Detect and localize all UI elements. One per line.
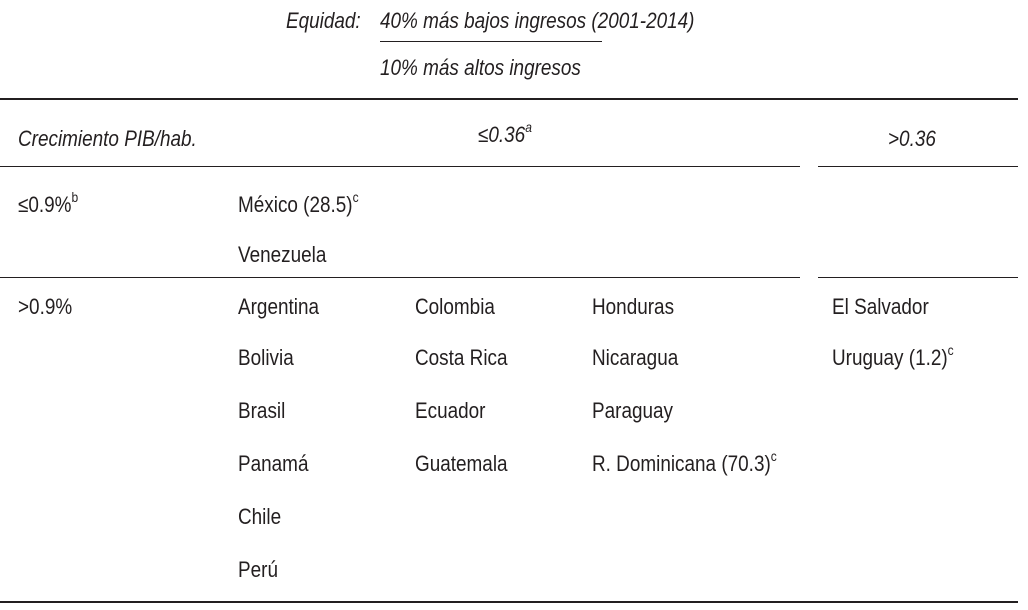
country-costa-rica: Costa Rica xyxy=(415,345,508,370)
country-colombia: Colombia xyxy=(415,294,495,319)
table-bottom-rule xyxy=(0,601,1018,603)
country-mexico: México (28.5)c xyxy=(238,188,359,217)
country-peru: Perú xyxy=(238,557,278,582)
country-bolivia: Bolivia xyxy=(238,345,294,370)
country-panama: Panamá xyxy=(238,451,309,476)
row-label-high-growth: >0.9% xyxy=(18,294,73,319)
equity-label: Equidad: xyxy=(286,8,361,33)
fraction-bar xyxy=(380,41,602,42)
country-argentina: Argentina xyxy=(238,294,320,319)
country-ecuador: Ecuador xyxy=(415,398,486,423)
country-el-salvador: El Salvador xyxy=(832,294,929,319)
country-honduras: Honduras xyxy=(592,294,675,319)
col-header-low-equity: ≤0.36a xyxy=(478,118,532,147)
country-venezuela: Venezuela xyxy=(238,242,327,267)
country-brasil: Brasil xyxy=(238,398,286,423)
country-r-dominicana: R. Dominicana (70.3)c xyxy=(592,447,777,476)
equity-denominator: 10% más altos ingresos xyxy=(380,55,581,80)
header-rule-right xyxy=(818,166,1018,167)
row-rule-right xyxy=(818,277,1018,278)
header-rule-left xyxy=(0,166,800,167)
table-top-rule xyxy=(0,98,1018,100)
country-chile: Chile xyxy=(238,504,282,529)
row-header-growth: Crecimiento PIB/hab. xyxy=(18,126,197,151)
row-label-low-growth: ≤0.9%b xyxy=(18,188,79,217)
col-header-high-equity: >0.36 xyxy=(888,126,936,151)
row-rule-left xyxy=(0,277,800,278)
country-nicaragua: Nicaragua xyxy=(592,345,679,370)
country-guatemala: Guatemala xyxy=(415,451,508,476)
country-paraguay: Paraguay xyxy=(592,398,674,423)
equity-numerator: 40% más bajos ingresos (2001-2014) xyxy=(380,8,695,33)
country-uruguay: Uruguay (1.2)c xyxy=(832,341,954,370)
